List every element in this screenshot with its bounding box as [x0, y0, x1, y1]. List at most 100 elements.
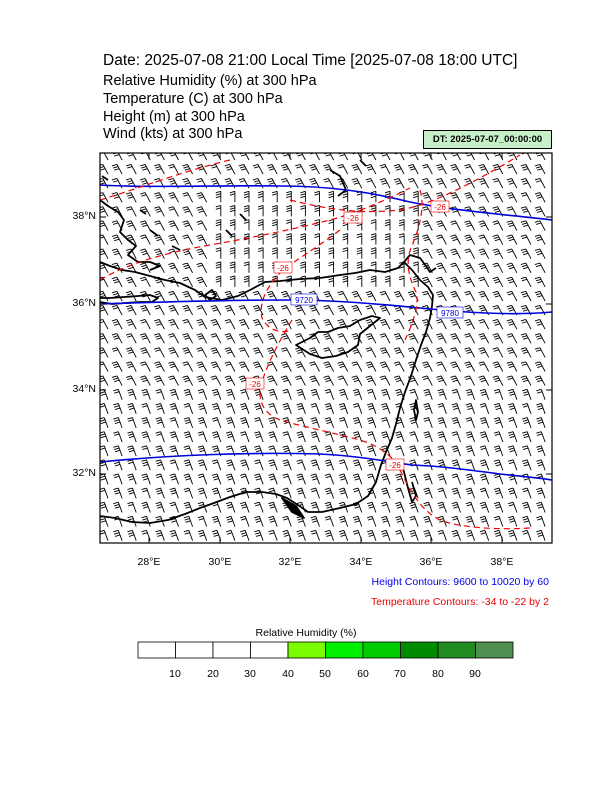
wind-barb [210, 361, 222, 372]
wind-barb [492, 276, 504, 288]
wind-barb [266, 375, 278, 386]
wind-barb [492, 178, 504, 189]
wind-barb [381, 431, 391, 443]
wind-barb [226, 473, 236, 485]
wind-barb [508, 388, 518, 400]
wind-barb [478, 192, 490, 203]
wind-barb [464, 163, 475, 175]
wind-barb [310, 388, 320, 400]
wind-barb [155, 529, 165, 541]
wind-barb [154, 319, 165, 330]
wind-barb [436, 319, 447, 330]
wind-barb [226, 487, 236, 499]
wind-barb [196, 276, 208, 288]
wind-barb [370, 233, 377, 245]
wind-barb [226, 431, 236, 443]
wind-barb [100, 192, 109, 203]
wind-barb [125, 333, 137, 344]
wind-barb [141, 431, 151, 443]
wind-barb [451, 388, 461, 400]
wind-barb [211, 529, 222, 541]
wind-barb [127, 445, 137, 457]
wind-barb [168, 234, 179, 245]
wind-barb [243, 261, 250, 273]
wind-barb [226, 403, 236, 414]
wind-barb [398, 204, 405, 217]
wind-barb [197, 388, 208, 400]
wind-barb [450, 347, 461, 358]
wind-barb [169, 388, 179, 400]
wind-barb [351, 361, 363, 372]
wind-barb [352, 417, 363, 429]
temp-contour [404, 189, 423, 341]
wind-barb [479, 403, 490, 414]
wind-barb [450, 262, 461, 274]
wind-barb [254, 459, 264, 471]
wind-barb [465, 153, 475, 161]
wind-barb [309, 319, 320, 330]
wind-barb [140, 262, 151, 274]
wind-barb [240, 459, 250, 471]
wind-barb [286, 233, 292, 245]
temp-contour-label: -26 [273, 261, 293, 274]
wind-barb [338, 473, 349, 485]
colorbar-swatch [362, 641, 401, 659]
wind-barb [535, 153, 546, 161]
wind-barb [381, 473, 391, 485]
wind-barb [113, 431, 123, 443]
wind-barb [254, 431, 264, 443]
wind-barb [493, 459, 504, 471]
wind-barb [508, 515, 518, 527]
wind-barb [356, 247, 363, 259]
wind-barb [257, 190, 264, 203]
wind-barb [282, 417, 292, 429]
wind-barb [226, 459, 236, 471]
wind-barb [272, 204, 278, 217]
wind-barb [534, 206, 546, 217]
wind-barb [423, 459, 433, 471]
wind-barb [211, 515, 222, 527]
wind-barb [367, 445, 377, 457]
wind-barb [268, 473, 278, 485]
temp-contour [100, 154, 521, 213]
wind-barb [395, 529, 405, 541]
wind-barb [268, 529, 278, 541]
wind-barb [324, 529, 335, 541]
wind-barb [365, 333, 377, 344]
wind-barb [296, 529, 306, 541]
wind-barb [281, 333, 292, 344]
wind-barb [154, 304, 165, 316]
wind-barb [140, 333, 151, 344]
colorbar-title: Relative Humidity (%) [255, 627, 357, 639]
wind-barb [254, 515, 264, 527]
wind-barb [395, 388, 405, 400]
wind-barb [356, 275, 363, 287]
wind-barb [413, 261, 419, 273]
wind-barb [196, 375, 208, 386]
wind-barb [478, 276, 490, 288]
wind-barb [268, 445, 278, 457]
wind-barb [197, 445, 208, 457]
wind-barb [422, 234, 433, 245]
lon-label-38e: 38°E [490, 556, 514, 568]
colorbar-tick: 60 [357, 668, 369, 680]
wind-barb [506, 220, 518, 231]
wind-barb [413, 219, 419, 231]
wind-barb [296, 388, 306, 400]
wind-barb [492, 262, 504, 274]
wind-barb [155, 153, 165, 161]
wind-barb [520, 333, 532, 344]
wind-barb [337, 333, 349, 344]
wind-barb [226, 529, 236, 541]
wind-barb [310, 515, 320, 527]
wind-barb [534, 304, 546, 316]
wind-barb [536, 431, 546, 443]
wind-barb [522, 417, 532, 429]
wind-barb [479, 487, 490, 499]
wind-barb [451, 529, 461, 541]
wind-barb [324, 501, 335, 513]
wind-barb [314, 233, 320, 245]
wind-barb [450, 178, 461, 189]
wind-barb [197, 153, 208, 161]
wind-barb [520, 347, 532, 358]
